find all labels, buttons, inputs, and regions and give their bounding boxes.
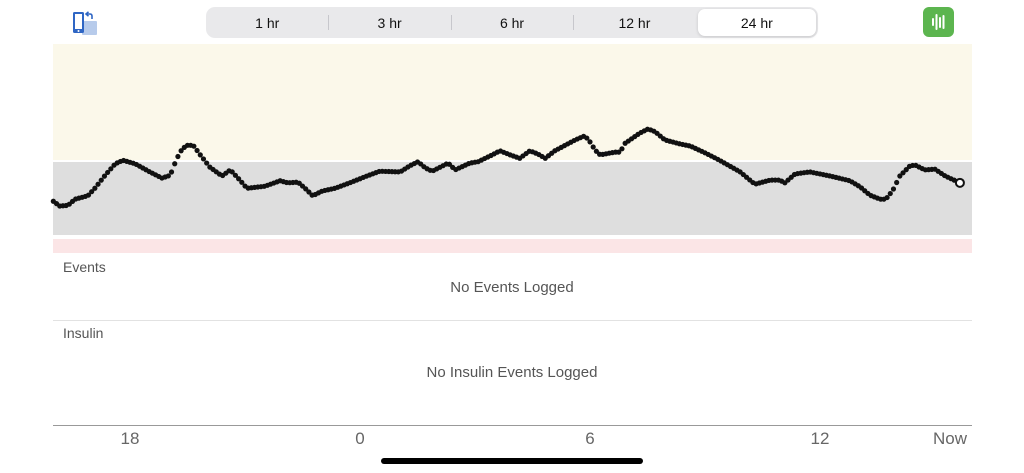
target-zone xyxy=(53,162,972,235)
x-tick-label: 6 xyxy=(585,429,595,448)
glucose-reading-dot xyxy=(175,153,181,160)
range-3hr[interactable]: 3 hr xyxy=(328,9,448,36)
events-title: Events xyxy=(63,259,106,275)
glucose-reading-dot xyxy=(590,144,596,150)
phone-rotate-icon[interactable] xyxy=(72,10,98,36)
glucose-reading-dot xyxy=(903,167,909,173)
x-tick-label: 12 xyxy=(810,429,830,448)
glucose-reading-dot xyxy=(446,161,453,167)
glucose-reading-dot xyxy=(884,194,890,201)
insulin-empty-message: No Insulin Events Logged xyxy=(426,364,598,381)
glucose-reading-dot xyxy=(229,169,235,175)
glucose-reading-dot xyxy=(197,152,203,158)
glucose-reading-dot xyxy=(168,169,175,175)
home-indicator[interactable] xyxy=(381,458,643,464)
x-tick-label: 18 xyxy=(120,429,140,448)
glucose-reading-dot xyxy=(894,179,900,186)
glucose-reading-dot xyxy=(178,148,184,154)
glucose-reading-dot xyxy=(619,146,625,152)
glucose-reading-dot xyxy=(887,190,893,197)
glucose-reading-dot xyxy=(172,161,178,167)
glucose-reading-dot xyxy=(85,192,92,198)
glucose-reading-dot xyxy=(897,173,903,179)
glucose-reading-dot xyxy=(165,173,171,179)
glucose-reading-dot xyxy=(194,147,200,154)
glucose-reading-dot xyxy=(232,172,239,178)
glucose-reading-dot xyxy=(95,181,101,187)
glucose-reading-dot xyxy=(584,135,590,141)
range-1hr[interactable]: 1 hr xyxy=(255,14,280,31)
glucose-reading-dot xyxy=(92,185,98,191)
range-24hr[interactable]: 24 hr xyxy=(697,9,817,36)
glucose-reading-dot xyxy=(98,177,104,183)
x-tick-label: 0 xyxy=(355,429,365,448)
current-reading-dot[interactable] xyxy=(954,177,965,188)
glucose-reading-dot xyxy=(303,186,309,192)
glucose-reading-dot xyxy=(587,139,593,145)
glucose-reading-dot xyxy=(108,166,114,172)
glucose-chart xyxy=(50,44,972,253)
glucose-reading-dot xyxy=(616,149,622,155)
range-12hr[interactable]: 12 hr xyxy=(573,9,693,36)
x-axis xyxy=(53,425,972,426)
glucose-reading-dot xyxy=(204,160,210,166)
glucose-reading-dot xyxy=(236,176,242,182)
glucose-reading-dot xyxy=(900,170,906,176)
glucose-reading-dot xyxy=(200,156,207,162)
glucose-reading-dot xyxy=(306,189,312,195)
glucose-reading-dot xyxy=(101,173,108,179)
x-tick-label-now: Now xyxy=(932,429,968,448)
glucose-reading-dot xyxy=(191,143,197,149)
high-zone xyxy=(53,44,972,160)
insulin-title: Insulin xyxy=(63,325,104,341)
glucose-reading-dot xyxy=(89,189,95,195)
urgent-low-zone xyxy=(53,239,972,253)
events-empty-message: No Events Logged xyxy=(450,279,574,296)
range-6hr[interactable]: 6 hr xyxy=(450,9,571,36)
glucose-reading-dot xyxy=(105,169,111,176)
glucose-reading-dot xyxy=(239,179,245,185)
time-range-selector: 1 hr 3 hr 6 hr 12 hr 24 hr xyxy=(206,7,818,38)
waveform-icon[interactable] xyxy=(923,7,954,37)
glucose-reading-dot xyxy=(890,186,897,192)
divider xyxy=(53,320,972,321)
